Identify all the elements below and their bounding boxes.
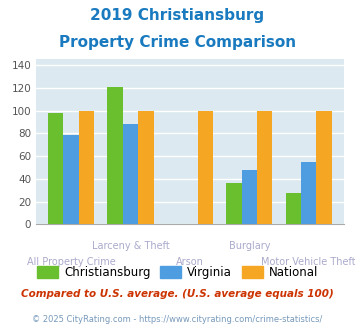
- Text: Property Crime Comparison: Property Crime Comparison: [59, 35, 296, 50]
- Bar: [138, 111, 154, 224]
- Text: © 2025 CityRating.com - https://www.cityrating.com/crime-statistics/: © 2025 CityRating.com - https://www.city…: [32, 315, 323, 324]
- Bar: [48, 113, 64, 224]
- Bar: [242, 170, 257, 224]
- Bar: [198, 111, 213, 224]
- Bar: [64, 135, 79, 224]
- Bar: [79, 111, 94, 224]
- Bar: [301, 162, 316, 224]
- Bar: [316, 111, 332, 224]
- Text: All Property Crime: All Property Crime: [27, 257, 115, 267]
- Legend: Christiansburg, Virginia, National: Christiansburg, Virginia, National: [32, 262, 323, 284]
- Text: 2019 Christiansburg: 2019 Christiansburg: [91, 8, 264, 23]
- Bar: [107, 87, 123, 224]
- Text: Compared to U.S. average. (U.S. average equals 100): Compared to U.S. average. (U.S. average …: [21, 289, 334, 299]
- Bar: [123, 124, 138, 224]
- Text: Larceny & Theft: Larceny & Theft: [92, 241, 169, 251]
- Text: Motor Vehicle Theft: Motor Vehicle Theft: [261, 257, 355, 267]
- Bar: [257, 111, 273, 224]
- Bar: [226, 183, 242, 224]
- Text: Arson: Arson: [176, 257, 204, 267]
- Text: Burglary: Burglary: [229, 241, 270, 251]
- Bar: [285, 192, 301, 224]
